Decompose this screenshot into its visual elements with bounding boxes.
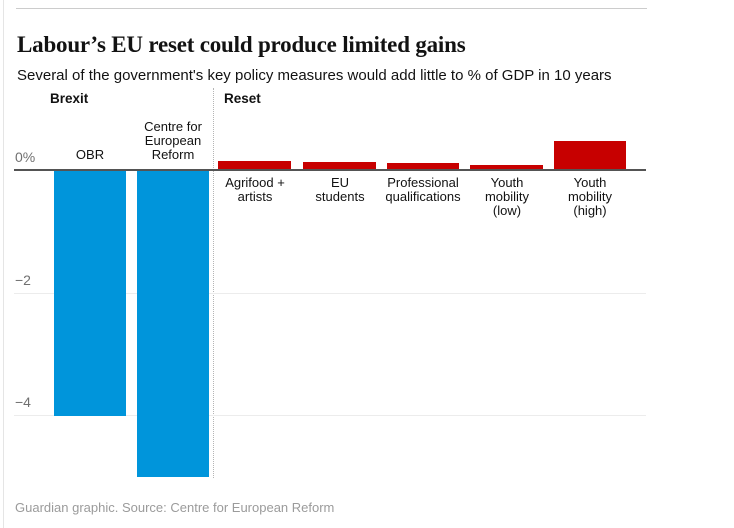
bar-obr bbox=[54, 171, 126, 416]
chart-title: Labour’s EU reset could produce limited … bbox=[17, 32, 466, 58]
bar-category-label: Agrifood + artists bbox=[225, 175, 285, 204]
group-label-brexit: Brexit bbox=[50, 91, 89, 106]
bar-youth-mobility-high- bbox=[554, 141, 626, 169]
bar-category-label: Centre for European Reform bbox=[144, 119, 202, 162]
bar-category-label: Youth mobility (low) bbox=[484, 175, 530, 218]
y-axis-tick-label: −4 bbox=[15, 394, 31, 410]
bar-category-label: Professional qualifications bbox=[385, 175, 461, 204]
bar-eu-students bbox=[303, 162, 376, 169]
gridline bbox=[14, 293, 646, 294]
gridline bbox=[14, 415, 646, 416]
chart-subtitle: Several of the government's key policy m… bbox=[17, 67, 612, 84]
bar-centre-for-european-reform bbox=[137, 171, 209, 477]
group-label-reset: Reset bbox=[224, 91, 261, 106]
bar-category-label: Youth mobility (high) bbox=[567, 175, 613, 218]
group-separator-dotted-line bbox=[213, 88, 214, 478]
left-border-rule bbox=[3, 0, 4, 528]
bar-agrifood-artists bbox=[218, 161, 291, 169]
top-divider-rule bbox=[16, 8, 647, 9]
y-axis-tick-label: 0% bbox=[15, 149, 36, 165]
bar-category-label: OBR bbox=[75, 147, 105, 162]
source-credit: Guardian graphic. Source: Centre for Eur… bbox=[15, 500, 335, 515]
bar-professional-qualifications bbox=[387, 163, 459, 169]
zero-baseline bbox=[14, 169, 646, 171]
bar-youth-mobility-low- bbox=[470, 165, 543, 169]
y-axis-tick-label: −2 bbox=[15, 272, 31, 288]
bar-category-label: EU students bbox=[315, 175, 365, 204]
